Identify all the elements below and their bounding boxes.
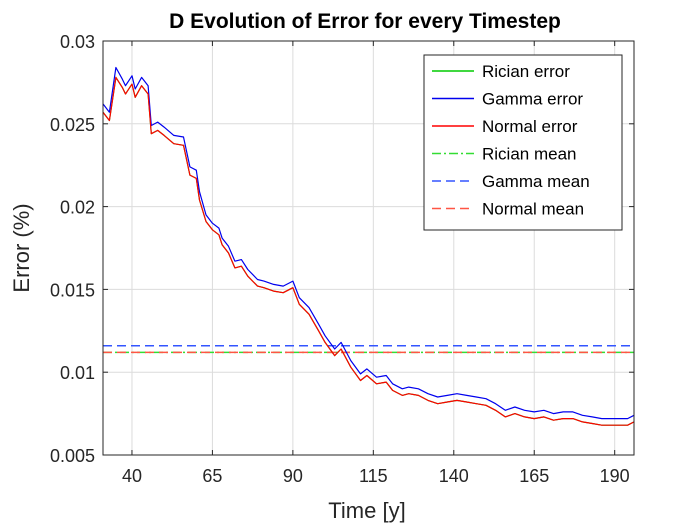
chart-title: D Evolution of Error for every Timestep — [169, 10, 561, 33]
x-axis-title: Time [y] — [328, 498, 405, 523]
legend-box — [423, 54, 623, 231]
x-tick-label: 115 — [359, 466, 388, 486]
mean-lines — [103, 344, 634, 354]
x-tick-label: 65 — [202, 466, 222, 486]
error-series — [102, 66, 635, 426]
y-tick-label: 0.03 — [60, 32, 95, 52]
y-tick-label: 0.01 — [60, 363, 95, 383]
legend-label-gamma-error: Gamma error — [482, 90, 583, 109]
x-tick-label: 140 — [439, 466, 469, 486]
legend-label-normal-error: Normal error — [482, 117, 578, 136]
normal-error-line — [102, 76, 635, 426]
x-tick-label: 40 — [122, 466, 142, 486]
y-tick-label: 0.015 — [50, 280, 95, 300]
x-tick-label: 190 — [600, 466, 630, 486]
x-tick-label: 165 — [519, 466, 549, 486]
y-axis-ticks: 0.005 0.01 0.015 0.02 0.025 0.03 — [50, 32, 634, 466]
legend-label-rician-mean: Rician mean — [482, 145, 577, 164]
legend-label-rician-error: Rician error — [482, 62, 570, 81]
y-tick-label: 0.025 — [50, 115, 95, 135]
x-tick-label: 90 — [283, 466, 303, 486]
legend-label-normal-mean: Normal mean — [482, 200, 584, 219]
legend-label-gamma-mean: Gamma mean — [482, 172, 590, 191]
y-axis-title: Error (%) — [9, 203, 34, 292]
y-tick-label: 0.005 — [50, 446, 95, 466]
legend: Rician error Gamma error Normal error Ricia… — [423, 54, 623, 231]
axes-frame — [102, 40, 635, 456]
y-tick-label: 0.02 — [60, 198, 95, 218]
gamma-error-line — [102, 66, 635, 420]
x-axis-ticks: 40 65 90 115 140 165 190 — [122, 41, 630, 486]
